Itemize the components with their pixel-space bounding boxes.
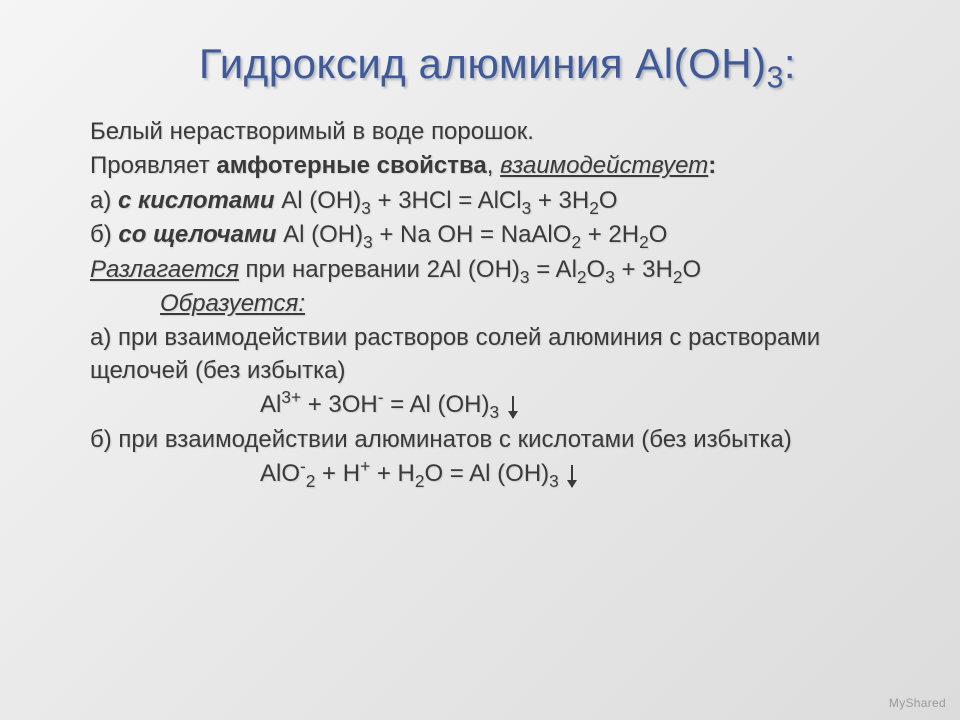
sub: 3 [605, 266, 615, 286]
line-eq4: Al3+ + 3OH- = Al (OH)3 [90, 389, 905, 421]
watermark: MyShared [889, 696, 946, 710]
sub: 2 [577, 266, 587, 286]
eq1: + 3HCl = AlCl [371, 187, 522, 214]
sub: 3 [520, 266, 530, 286]
eq5: + H [315, 460, 360, 487]
sup: 3+ [281, 387, 301, 407]
eq3: = Al [530, 256, 577, 283]
sub: 3 [363, 232, 373, 252]
eq3: + 3H [615, 256, 673, 283]
eq5: AlO [260, 460, 300, 487]
line-properties: Проявляет амфотерные свойства, взаимодей… [90, 150, 905, 182]
line-alkalis: б) со щелочами Al (OH)3 + Na OH = NaAlO2… [90, 219, 905, 251]
line-description: Белый нерастворимый в воде порошок. [90, 116, 905, 148]
sub: 2 [673, 266, 683, 286]
txt-with-alkalis: со щелочами [118, 221, 276, 248]
title-pre: Гидроксид алюминия Al(OH) [199, 40, 767, 87]
line-forms-heading: Образуется: [90, 288, 905, 320]
eq2: O [649, 221, 668, 248]
txt: Проявляет [90, 152, 216, 179]
line-acids: а) с кислотами Al (OH)3 + 3HCl = AlCl3 +… [90, 185, 905, 217]
eq4: = Al (OH) [383, 391, 489, 418]
sub: 2 [589, 198, 599, 218]
sub: 2 [415, 471, 425, 491]
line-decompose: Разлагается при нагревании 2Al (OH)3 = A… [90, 254, 905, 286]
eq4: Al [260, 391, 281, 418]
eq2: + 2H [581, 221, 639, 248]
eq1: O [599, 187, 618, 214]
eq3: O [682, 256, 701, 283]
title-sub: 3 [767, 61, 784, 94]
eq5: O = Al (OH) [424, 460, 549, 487]
eq1: Al (OH) [275, 187, 362, 214]
eq1: + 3H [531, 187, 589, 214]
txt-decomposes: Разлагается [90, 256, 239, 283]
sup: + [360, 456, 370, 476]
sub: 3 [361, 198, 371, 218]
down-arrow-icon [571, 465, 573, 487]
sub: 3 [522, 198, 532, 218]
txt-interacts: взаимодействует [500, 152, 708, 179]
slide-container: Гидроксид алюминия Al(OH)3: Белый нераст… [0, 0, 960, 720]
txt: а) [90, 187, 118, 214]
eq4: + 3OH [301, 391, 378, 418]
eq3: O [587, 256, 606, 283]
title-post: : [784, 40, 796, 87]
txt-with-acids: с кислотами [118, 187, 275, 214]
txt-amphoteric: амфотерные свойства [216, 152, 486, 179]
eq5: + H [370, 460, 415, 487]
sub: 2 [639, 232, 649, 252]
line-eq5: AlO-2 + H+ + H2O = Al (OH)3 [90, 458, 905, 490]
txt: б) [90, 221, 118, 248]
txt: : [708, 152, 716, 179]
sub: 2 [306, 471, 316, 491]
sub: 3 [549, 471, 559, 491]
down-arrow-icon [512, 396, 514, 418]
sub: 3 [490, 402, 500, 422]
line-forms-b: б) при взаимодействии алюминатов с кисло… [90, 424, 905, 456]
line-forms-a: а) при взаимодействии растворов солей ал… [90, 322, 905, 387]
sub: 2 [571, 232, 581, 252]
eq2: Al (OH) [276, 221, 363, 248]
txt: , [487, 152, 500, 179]
txt: при нагревании 2Al (OH) [239, 256, 520, 283]
slide-title: Гидроксид алюминия Al(OH)3: [90, 40, 905, 88]
eq2: + Na OH = NaAlO [373, 221, 572, 248]
